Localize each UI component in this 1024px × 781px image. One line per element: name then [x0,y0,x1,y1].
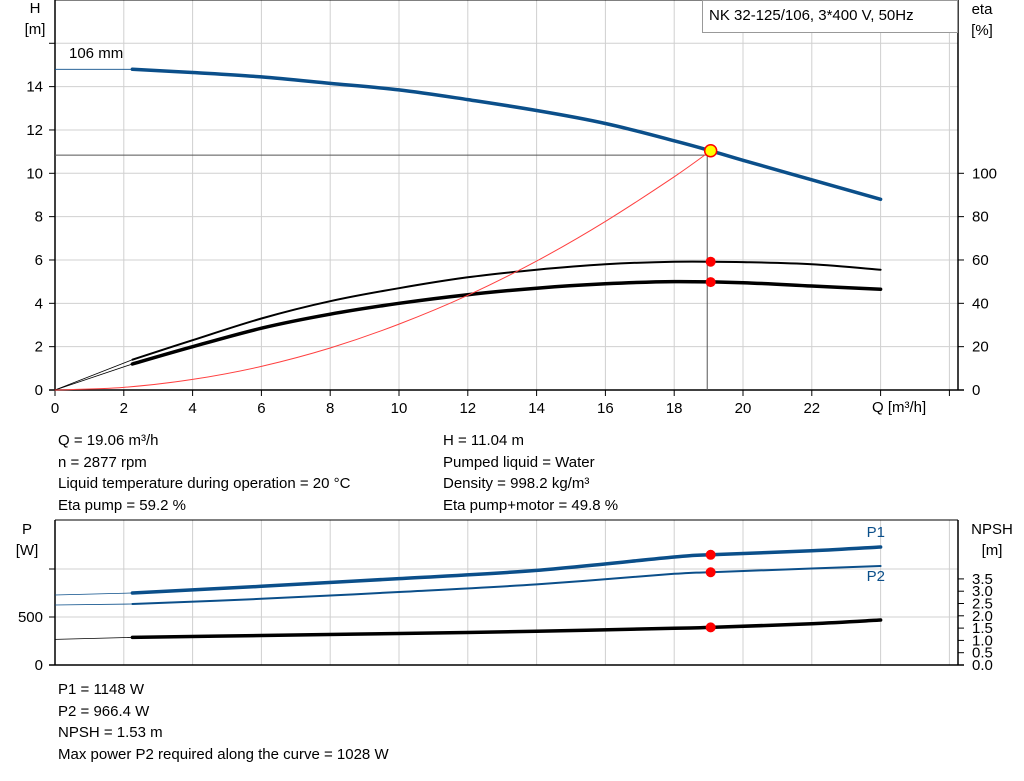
eta-pump-motor-duty-point [705,277,716,288]
info-p2: P2 = 966.4 W [58,702,150,720]
p1-curve [130,545,883,595]
info-p1: P1 = 1148 W [58,681,145,698]
info-npsh: NPSH = 1.53 m [58,724,163,741]
y-axis-right-unit: [%] [971,22,993,39]
y-tick-label-right: 3.5 [972,571,993,588]
y-tick-label-right: 3.0 [972,583,993,600]
y-axis-left-label: P [22,521,32,538]
y-tick-label-right: 2.0 [972,608,993,625]
y-axis-right-unit: [m] [982,542,1003,559]
eta_pump-curve [131,260,882,361]
y-tick-label-right: 100 [972,165,997,182]
y-tick-label-right: 1.5 [972,620,993,637]
info-eta-pump-motor: Eta pump+motor = 49.8 % [443,496,619,514]
chart-title: NK 32-125/106, 3*400 V, 50Hz [709,7,914,24]
y-axis-left-unit: [W] [16,542,39,559]
head-curve [130,67,883,202]
info-top-right: H = 11.04 m Pumped liquid = Water Densit… [443,430,618,516]
x-tick-label: 4 [188,400,196,417]
info-max-power: Max power P2 required along the curve = … [58,745,389,763]
operating-point-marker [703,144,718,158]
x-tick-label: 2 [120,400,128,417]
x-tick-label: 8 [326,400,334,417]
y-tick-label-left: 4 [35,295,43,312]
p2-duty-point [705,567,716,578]
y-tick-label-right: 40 [972,295,989,312]
npsh-curve-extension [54,637,133,640]
x-axis-label: Q [m³/h] [872,399,926,416]
eta-pump-duty-point [705,256,716,267]
info-temperature: Liquid temperature during operation = 20… [58,475,351,492]
x-tick-label: 20 [735,400,752,417]
system-curve [54,150,712,391]
y-tick-label-left: 500 [18,609,43,626]
y-tick-label-left: 6 [35,252,43,269]
y-axis-left-unit: [m] [25,21,46,38]
y-tick-label-right: 0 [972,382,980,399]
x-tick-label: 0 [51,400,59,417]
y-tick-label-right: 0.5 [972,645,993,662]
eta_pump_motor-curve-extension [54,363,133,391]
y-tick-label-left: 12 [26,122,43,139]
info-top-left: Q = 19.06 m³/h n = 2877 rpm Liquid tempe… [58,430,350,516]
p1-label: P1 [867,524,885,541]
x-tick-label: 12 [459,400,476,417]
y-tick-label-left: 14 [26,79,43,96]
info-speed: n = 2877 rpm [58,453,147,471]
p2-curve [131,565,882,605]
y-tick-label-left: 2 [35,339,43,356]
info-liquid: Pumped liquid = Water [443,453,595,471]
y-axis-left-label: H [30,0,41,17]
p1-duty-point [705,549,716,560]
title-box [702,0,958,33]
y-tick-label-right: 2.5 [972,596,993,613]
info-head: H = 11.04 m [443,432,525,449]
x-tick-label: 10 [391,400,408,417]
y-axis-right-label: NPSH [971,521,1013,538]
x-tick-label: 14 [528,400,545,417]
info-bottom: P1 = 1148 W P2 = 966.4 W NPSH = 1.53 m M… [58,679,389,765]
x-tick-label: 6 [257,400,265,417]
p2-curve-extension [54,603,133,606]
info-flow: Q = 19.06 m³/h [58,432,159,449]
y-axis-right-label: eta [972,1,994,18]
x-tick-label: 18 [666,400,683,417]
npsh-curve [130,618,883,640]
info-eta-pump: Eta pump = 59.2 % [58,496,186,514]
p2-label: P2 [867,568,885,585]
y-tick-label-right: 0.0 [972,657,993,674]
curve-label: 106 mm [69,45,123,62]
y-tick-label-left: 0 [35,382,43,399]
y-tick-label-right: 60 [972,252,989,269]
y-tick-label-right: 1.0 [972,632,993,649]
eta_pump-curve-extension [54,359,133,391]
x-tick-label: 22 [803,400,820,417]
y-tick-label-left: 8 [35,209,43,226]
y-tick-label-right: 80 [972,209,989,226]
y-tick-label-left: 10 [26,165,43,182]
eta_pump_motor-curve [130,279,883,366]
x-tick-label: 16 [597,400,614,417]
y-tick-label-right: 20 [972,339,989,356]
y-tick-label-left: 0 [35,657,43,674]
p1-curve-extension [54,592,133,596]
info-density: Density = 998.2 kg/m³ [443,475,590,492]
npsh-duty-point [705,622,716,633]
